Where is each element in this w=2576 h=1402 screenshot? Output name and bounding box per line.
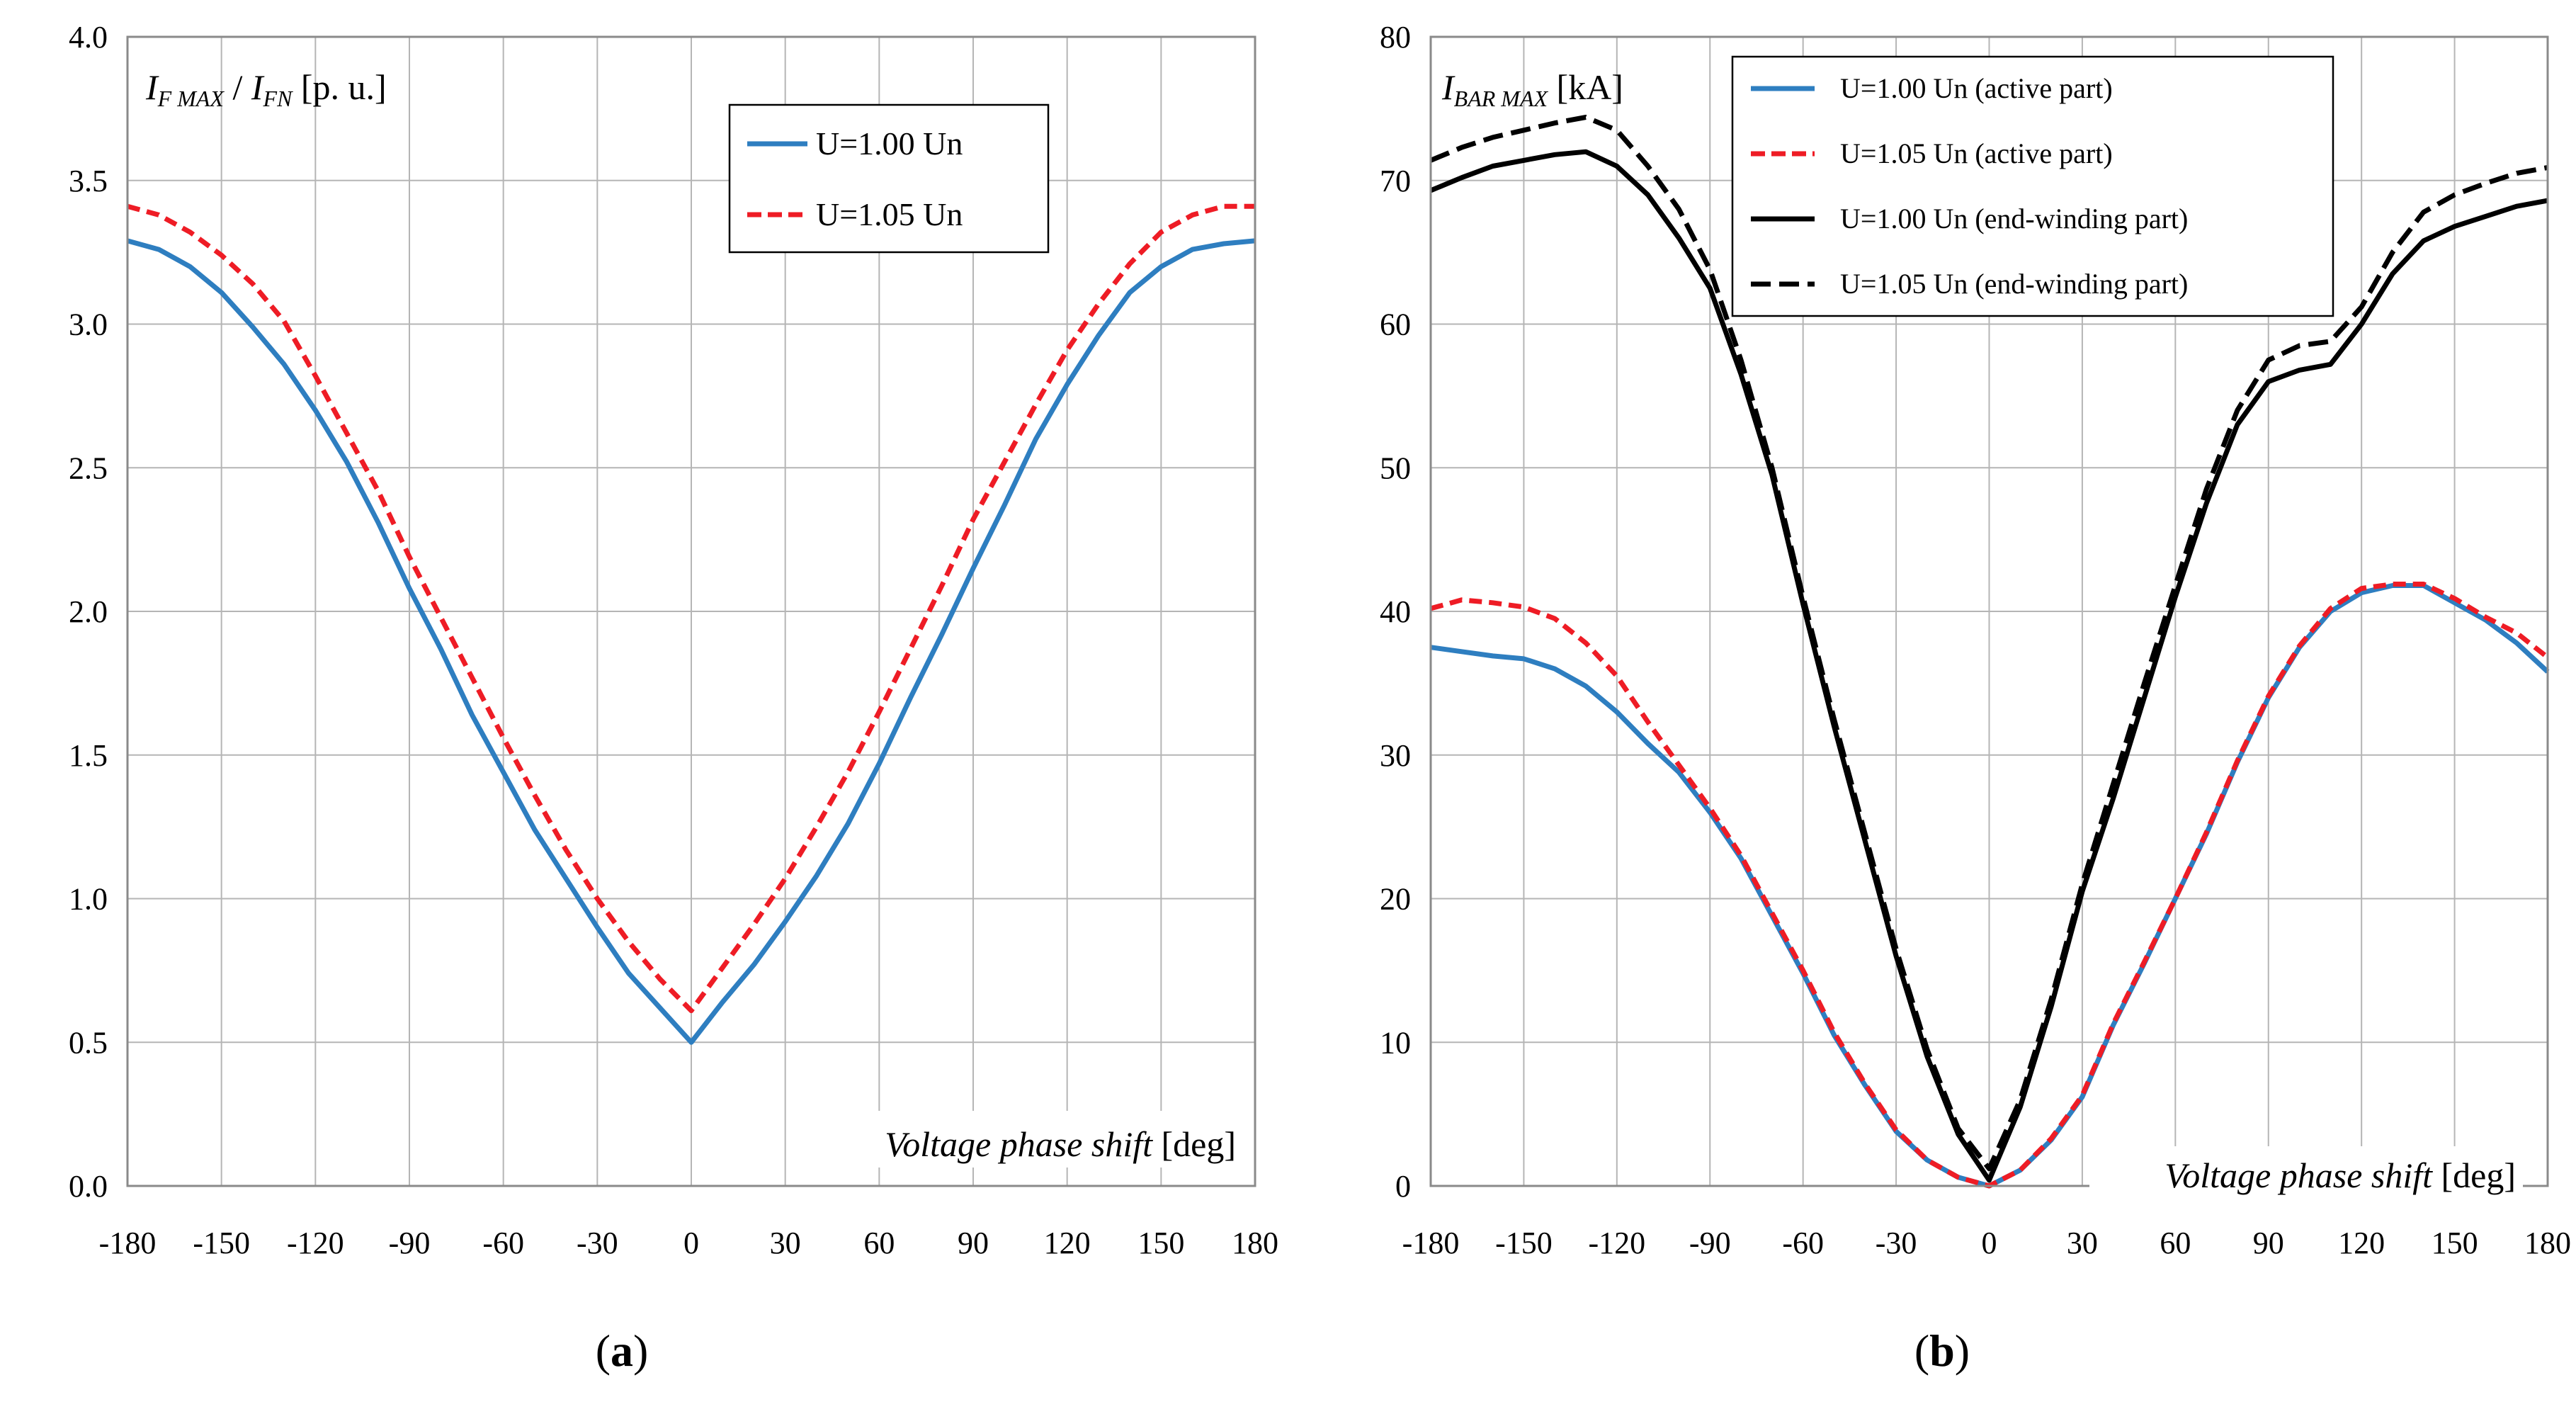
y-tick-label-b-8: 80 bbox=[1380, 20, 1411, 55]
y-label-a-main2: I bbox=[251, 67, 265, 107]
chart-panel-b: -180 -150 -120 -90 -60 -30 0 30 60 90 120 150 180 0 1… bbox=[1380, 20, 2571, 1376]
y-tick-labels-b: 0 10 20 30 40 50 60 70 80 bbox=[1380, 20, 1411, 1204]
x-axis-label-b: Voltage phase shift [deg] bbox=[2164, 1155, 2516, 1195]
x-tick-label-a-9: 90 bbox=[958, 1226, 989, 1260]
y-tick-label-a-0: 0.0 bbox=[69, 1169, 108, 1204]
x-tick-label-a-2: -120 bbox=[287, 1226, 344, 1260]
x-tick-label-a-6: 0 bbox=[683, 1226, 699, 1260]
panel-a-open: ( bbox=[596, 1325, 611, 1376]
y-tick-label-a-1: 0.5 bbox=[69, 1025, 108, 1060]
x-tick-label-b-6: 0 bbox=[1982, 1226, 1997, 1260]
x-tick-labels-a: -180 -150 -120 -90 -60 -30 0 30 60 90 120 150 180 bbox=[99, 1226, 1278, 1260]
legend-b-label-1: U=1.05 Un (active part) bbox=[1840, 137, 2113, 169]
x-tick-label-a-5: -30 bbox=[577, 1226, 618, 1260]
legend-b-label-0: U=1.00 Un (active part) bbox=[1840, 72, 2113, 104]
plot-frame-a bbox=[126, 35, 1256, 1187]
legend-b: U=1.00 Un (active part) U=1.05 Un (activ… bbox=[1731, 55, 2334, 317]
y-tick-label-b-1: 10 bbox=[1380, 1025, 1411, 1060]
y-label-a-unit: [p. u.] bbox=[292, 67, 386, 107]
x-tick-label-b-9: 90 bbox=[2253, 1226, 2284, 1260]
y-tick-label-a-2: 1.0 bbox=[69, 882, 108, 917]
x-tick-label-b-11: 150 bbox=[2432, 1226, 2478, 1260]
chart-panel-a: -180 -150 -120 -90 -60 -30 0 30 60 90 120 150 180 0.… bbox=[69, 20, 1278, 1376]
x-tick-labels-b: -180 -150 -120 -90 -60 -30 0 30 60 90 120 150 180 bbox=[1402, 1226, 2571, 1260]
plot-frame-b bbox=[1429, 35, 2549, 1187]
legend-a-label-1: U=1.05 Un bbox=[816, 196, 963, 232]
x-tick-label-b-2: -120 bbox=[1589, 1226, 1646, 1260]
y-tick-label-a-3: 1.5 bbox=[69, 738, 108, 773]
x-tick-label-b-4: -60 bbox=[1782, 1226, 1824, 1260]
y-label-b-unit: [kA] bbox=[1548, 67, 1623, 107]
panel-b-close: ) bbox=[1955, 1325, 1970, 1376]
y-tick-label-b-6: 60 bbox=[1380, 307, 1411, 342]
x-label-b-unit: [deg] bbox=[2432, 1155, 2516, 1195]
x-tick-label-a-11: 150 bbox=[1137, 1226, 1184, 1260]
x-tick-label-b-1: -150 bbox=[1495, 1226, 1553, 1260]
y-tick-label-b-2: 20 bbox=[1380, 882, 1411, 917]
series-line-b-3 bbox=[1429, 115, 2548, 1172]
x-tick-label-a-4: -60 bbox=[482, 1226, 524, 1260]
y-label-b-main1: I bbox=[1441, 67, 1456, 107]
y-tick-label-a-8: 4.0 bbox=[69, 20, 108, 55]
series-line-a-1 bbox=[127, 203, 1255, 1014]
x-label-b-bg bbox=[2089, 1146, 2523, 1199]
x-tick-label-a-8: 60 bbox=[863, 1226, 895, 1260]
x-tick-label-a-0: -180 bbox=[99, 1226, 157, 1260]
x-label-a-italic: Voltage phase shift bbox=[885, 1124, 1153, 1164]
y-label-a-sep: / bbox=[224, 67, 251, 107]
y-tick-label-b-4: 40 bbox=[1380, 594, 1411, 629]
y-tick-labels-a: 0.0 0.5 1.0 1.5 2.0 2.5 3.0 3.5 4.0 bbox=[69, 20, 108, 1204]
x-label-b-italic: Voltage phase shift bbox=[2164, 1155, 2433, 1195]
x-tick-label-b-12: 180 bbox=[2524, 1226, 2571, 1260]
x-axis-label-a: Voltage phase shift [deg] bbox=[885, 1124, 1236, 1164]
x-tick-label-a-7: 30 bbox=[770, 1226, 801, 1260]
x-tick-label-a-10: 120 bbox=[1044, 1226, 1091, 1260]
x-tick-label-b-10: 120 bbox=[2338, 1226, 2385, 1260]
x-tick-label-a-3: -90 bbox=[389, 1226, 431, 1260]
y-label-a-main1: I bbox=[145, 67, 159, 107]
legend-a-box bbox=[728, 103, 1050, 254]
panel-label-a: (a) bbox=[596, 1325, 649, 1376]
x-tick-label-a-1: -150 bbox=[193, 1226, 250, 1260]
y-label-a-sub2: FN bbox=[263, 86, 294, 111]
x-tick-label-a-12: 180 bbox=[1232, 1226, 1278, 1260]
legend-b-label-3: U=1.05 Un (end-winding part) bbox=[1840, 268, 2188, 300]
x-label-a-unit: [deg] bbox=[1152, 1124, 1236, 1164]
legend-b-box bbox=[1731, 55, 2334, 317]
series-line-b-2 bbox=[1429, 149, 2548, 1183]
x-tick-label-b-0: -180 bbox=[1402, 1226, 1460, 1260]
y-axis-label-b: IBAR MAX [kA] bbox=[1441, 67, 1623, 111]
panel-label-b: (b) bbox=[1914, 1325, 1970, 1376]
y-tick-label-b-0: 0 bbox=[1395, 1169, 1411, 1204]
x-tick-label-b-5: -30 bbox=[1876, 1226, 1917, 1260]
y-tick-label-b-3: 30 bbox=[1380, 738, 1411, 773]
legend-b-label-2: U=1.00 Un (end-winding part) bbox=[1840, 203, 2188, 234]
y-tick-label-b-7: 70 bbox=[1380, 164, 1411, 198]
legend-a: U=1.00 Un U=1.05 Un bbox=[728, 103, 1050, 254]
y-tick-label-a-7: 3.5 bbox=[69, 164, 108, 198]
y-tick-label-a-5: 2.5 bbox=[69, 451, 108, 485]
legend-a-label-0: U=1.00 Un bbox=[816, 125, 963, 162]
panel-b-open: ( bbox=[1914, 1325, 1929, 1376]
y-label-a-sub1: F MAX bbox=[157, 86, 225, 111]
y-axis-label-a: IF MAX / IFN [p. u.] bbox=[145, 67, 387, 111]
x-tick-label-b-7: 30 bbox=[2067, 1226, 2098, 1260]
y-label-b-sub1: BAR MAX bbox=[1454, 86, 1549, 111]
x-tick-label-b-3: -90 bbox=[1689, 1226, 1731, 1260]
grid-a bbox=[127, 36, 1256, 1187]
panel-b-letter: b bbox=[1929, 1325, 1955, 1376]
series-line-a-0 bbox=[127, 238, 1256, 1045]
x-tick-label-b-8: 60 bbox=[2160, 1226, 2191, 1260]
panel-a-close: ) bbox=[633, 1325, 648, 1376]
y-tick-label-a-4: 2.0 bbox=[69, 594, 108, 629]
series-group-a bbox=[127, 203, 1256, 1045]
y-tick-label-a-6: 3.0 bbox=[69, 307, 108, 342]
y-tick-label-b-5: 50 bbox=[1380, 451, 1411, 485]
panel-a-letter: a bbox=[611, 1325, 633, 1376]
x-label-a-bg bbox=[800, 1111, 1245, 1168]
